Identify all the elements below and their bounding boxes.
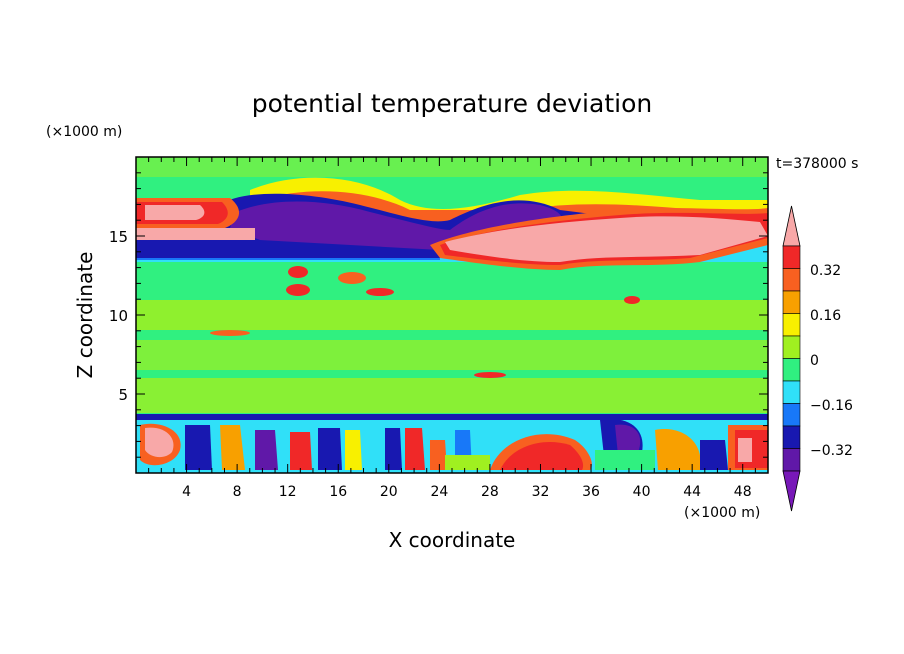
x-tick-label: 28 — [481, 484, 499, 500]
left-pink-blob — [145, 205, 205, 220]
y-unit-label: (×1000 m) — [46, 124, 122, 140]
left-pink-strip — [136, 228, 255, 240]
colorbar-swatch — [782, 358, 801, 382]
colorbar-swatch — [782, 425, 801, 449]
mid-blob-5 — [624, 296, 640, 304]
right-pink-band — [445, 216, 768, 262]
x-tick-label: 40 — [633, 484, 651, 500]
y-tick-labels: 5 10 15 — [109, 228, 128, 404]
x-tick-label: 4 — [182, 484, 191, 500]
axis-ticks — [136, 157, 768, 473]
bottom-warm-7 — [655, 429, 701, 470]
bottom-dark-7 — [700, 440, 728, 470]
mid-blob-7 — [474, 372, 506, 378]
colorbar-top-arrow — [782, 205, 801, 247]
colorbar-swatch — [782, 313, 801, 337]
mid-blob-3 — [338, 272, 366, 284]
x-tick-label: 48 — [734, 484, 752, 500]
bottom-warm-3 — [290, 432, 312, 470]
field-band-mid — [136, 300, 768, 330]
x-tick-label: 20 — [380, 484, 398, 500]
colorbar-swatch — [782, 268, 801, 292]
bottom-red-arc — [500, 441, 584, 470]
bottom-warm-4 — [345, 430, 362, 470]
bottom-green-1 — [445, 455, 490, 470]
bottom-warm-2 — [220, 425, 245, 470]
colorbar-bottom-arrow — [782, 470, 801, 512]
mid-blob-1 — [288, 266, 308, 278]
field-band-low — [136, 340, 768, 370]
x-tick-label: 8 — [233, 484, 242, 500]
mid-blob-2 — [286, 284, 310, 296]
y-axis-label: Z coordinate — [73, 252, 97, 379]
bottom-pink-2 — [738, 438, 752, 462]
bottom-dark-4 — [385, 428, 402, 470]
x-tick-label: 36 — [582, 484, 600, 500]
colorbar-label: 0 — [810, 353, 819, 369]
colorbar-label: 0.16 — [810, 308, 841, 324]
field-band-top — [136, 157, 768, 177]
time-label: t=378000 s — [776, 156, 858, 172]
x-tick-label: 12 — [279, 484, 297, 500]
colorbar-swatches — [782, 205, 801, 512]
field-band-lower — [136, 378, 768, 413]
x-tick-label: 32 — [532, 484, 550, 500]
colorbar-swatch — [782, 403, 801, 427]
colorbar-swatch — [782, 448, 801, 472]
colorbar-label: −0.16 — [810, 398, 853, 414]
bottom-green-2 — [595, 450, 655, 470]
colorbar-swatch — [782, 245, 801, 269]
x-tick-label: 24 — [430, 484, 448, 500]
x-tick-label: 16 — [329, 484, 347, 500]
colorbar-label: 0.32 — [810, 263, 841, 279]
y-tick-label: 5 — [118, 386, 128, 404]
bottom-dark-1 — [185, 425, 212, 470]
bottom-dark-2 — [255, 430, 278, 470]
x-axis-label: X coordinate — [389, 528, 516, 552]
x-unit-label: (×1000 m) — [684, 505, 760, 521]
colorbar-swatch — [782, 335, 801, 359]
bottom-dark-3 — [318, 428, 342, 470]
y-tick-label: 10 — [109, 307, 128, 325]
bottom-pink-1 — [145, 427, 174, 458]
bottom-warm-5 — [405, 428, 425, 470]
x-tick-labels: 4 8 12 16 20 24 28 32 36 40 44 48 — [182, 484, 752, 500]
bottom-layer-blue — [136, 414, 768, 420]
x-tick-label: 44 — [683, 484, 701, 500]
colorbar: 0.32 0.16 0 −0.16 −0.32 — [782, 205, 853, 512]
bottom-purple-1 — [615, 424, 641, 455]
mid-blob-4 — [366, 288, 394, 296]
y-tick-label: 15 — [109, 228, 128, 246]
colorbar-swatch — [782, 380, 801, 404]
mid-blob-6 — [210, 330, 250, 336]
colorbar-swatch — [782, 290, 801, 314]
bottom-warm-6 — [430, 440, 447, 470]
colorbar-label: −0.32 — [810, 443, 853, 459]
contour-field — [136, 157, 768, 473]
chart-title: potential temperature deviation — [252, 89, 652, 118]
